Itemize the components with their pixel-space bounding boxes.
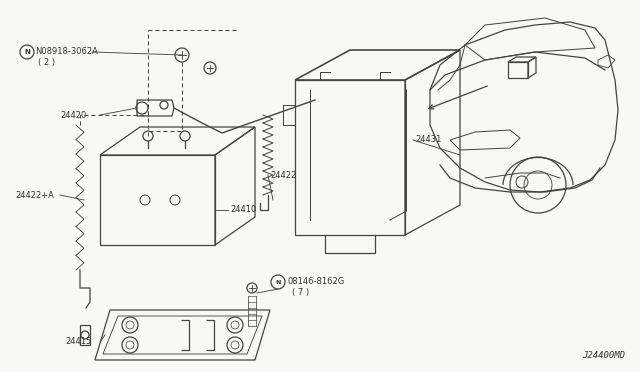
Text: 24431: 24431 [415,135,442,144]
Text: N08918-3062A: N08918-3062A [35,48,98,57]
Text: 24422: 24422 [270,170,296,180]
Text: 24420: 24420 [60,110,86,119]
Text: 24415: 24415 [65,337,92,346]
Text: 24410: 24410 [230,205,256,215]
Text: J24400MD: J24400MD [582,351,625,360]
Text: ( 7 ): ( 7 ) [292,288,309,296]
Text: 08146-8162G: 08146-8162G [287,278,344,286]
Text: 24422+A: 24422+A [15,190,54,199]
Text: N: N [275,279,281,285]
Text: ( 2 ): ( 2 ) [38,58,55,67]
Text: N: N [24,49,30,55]
